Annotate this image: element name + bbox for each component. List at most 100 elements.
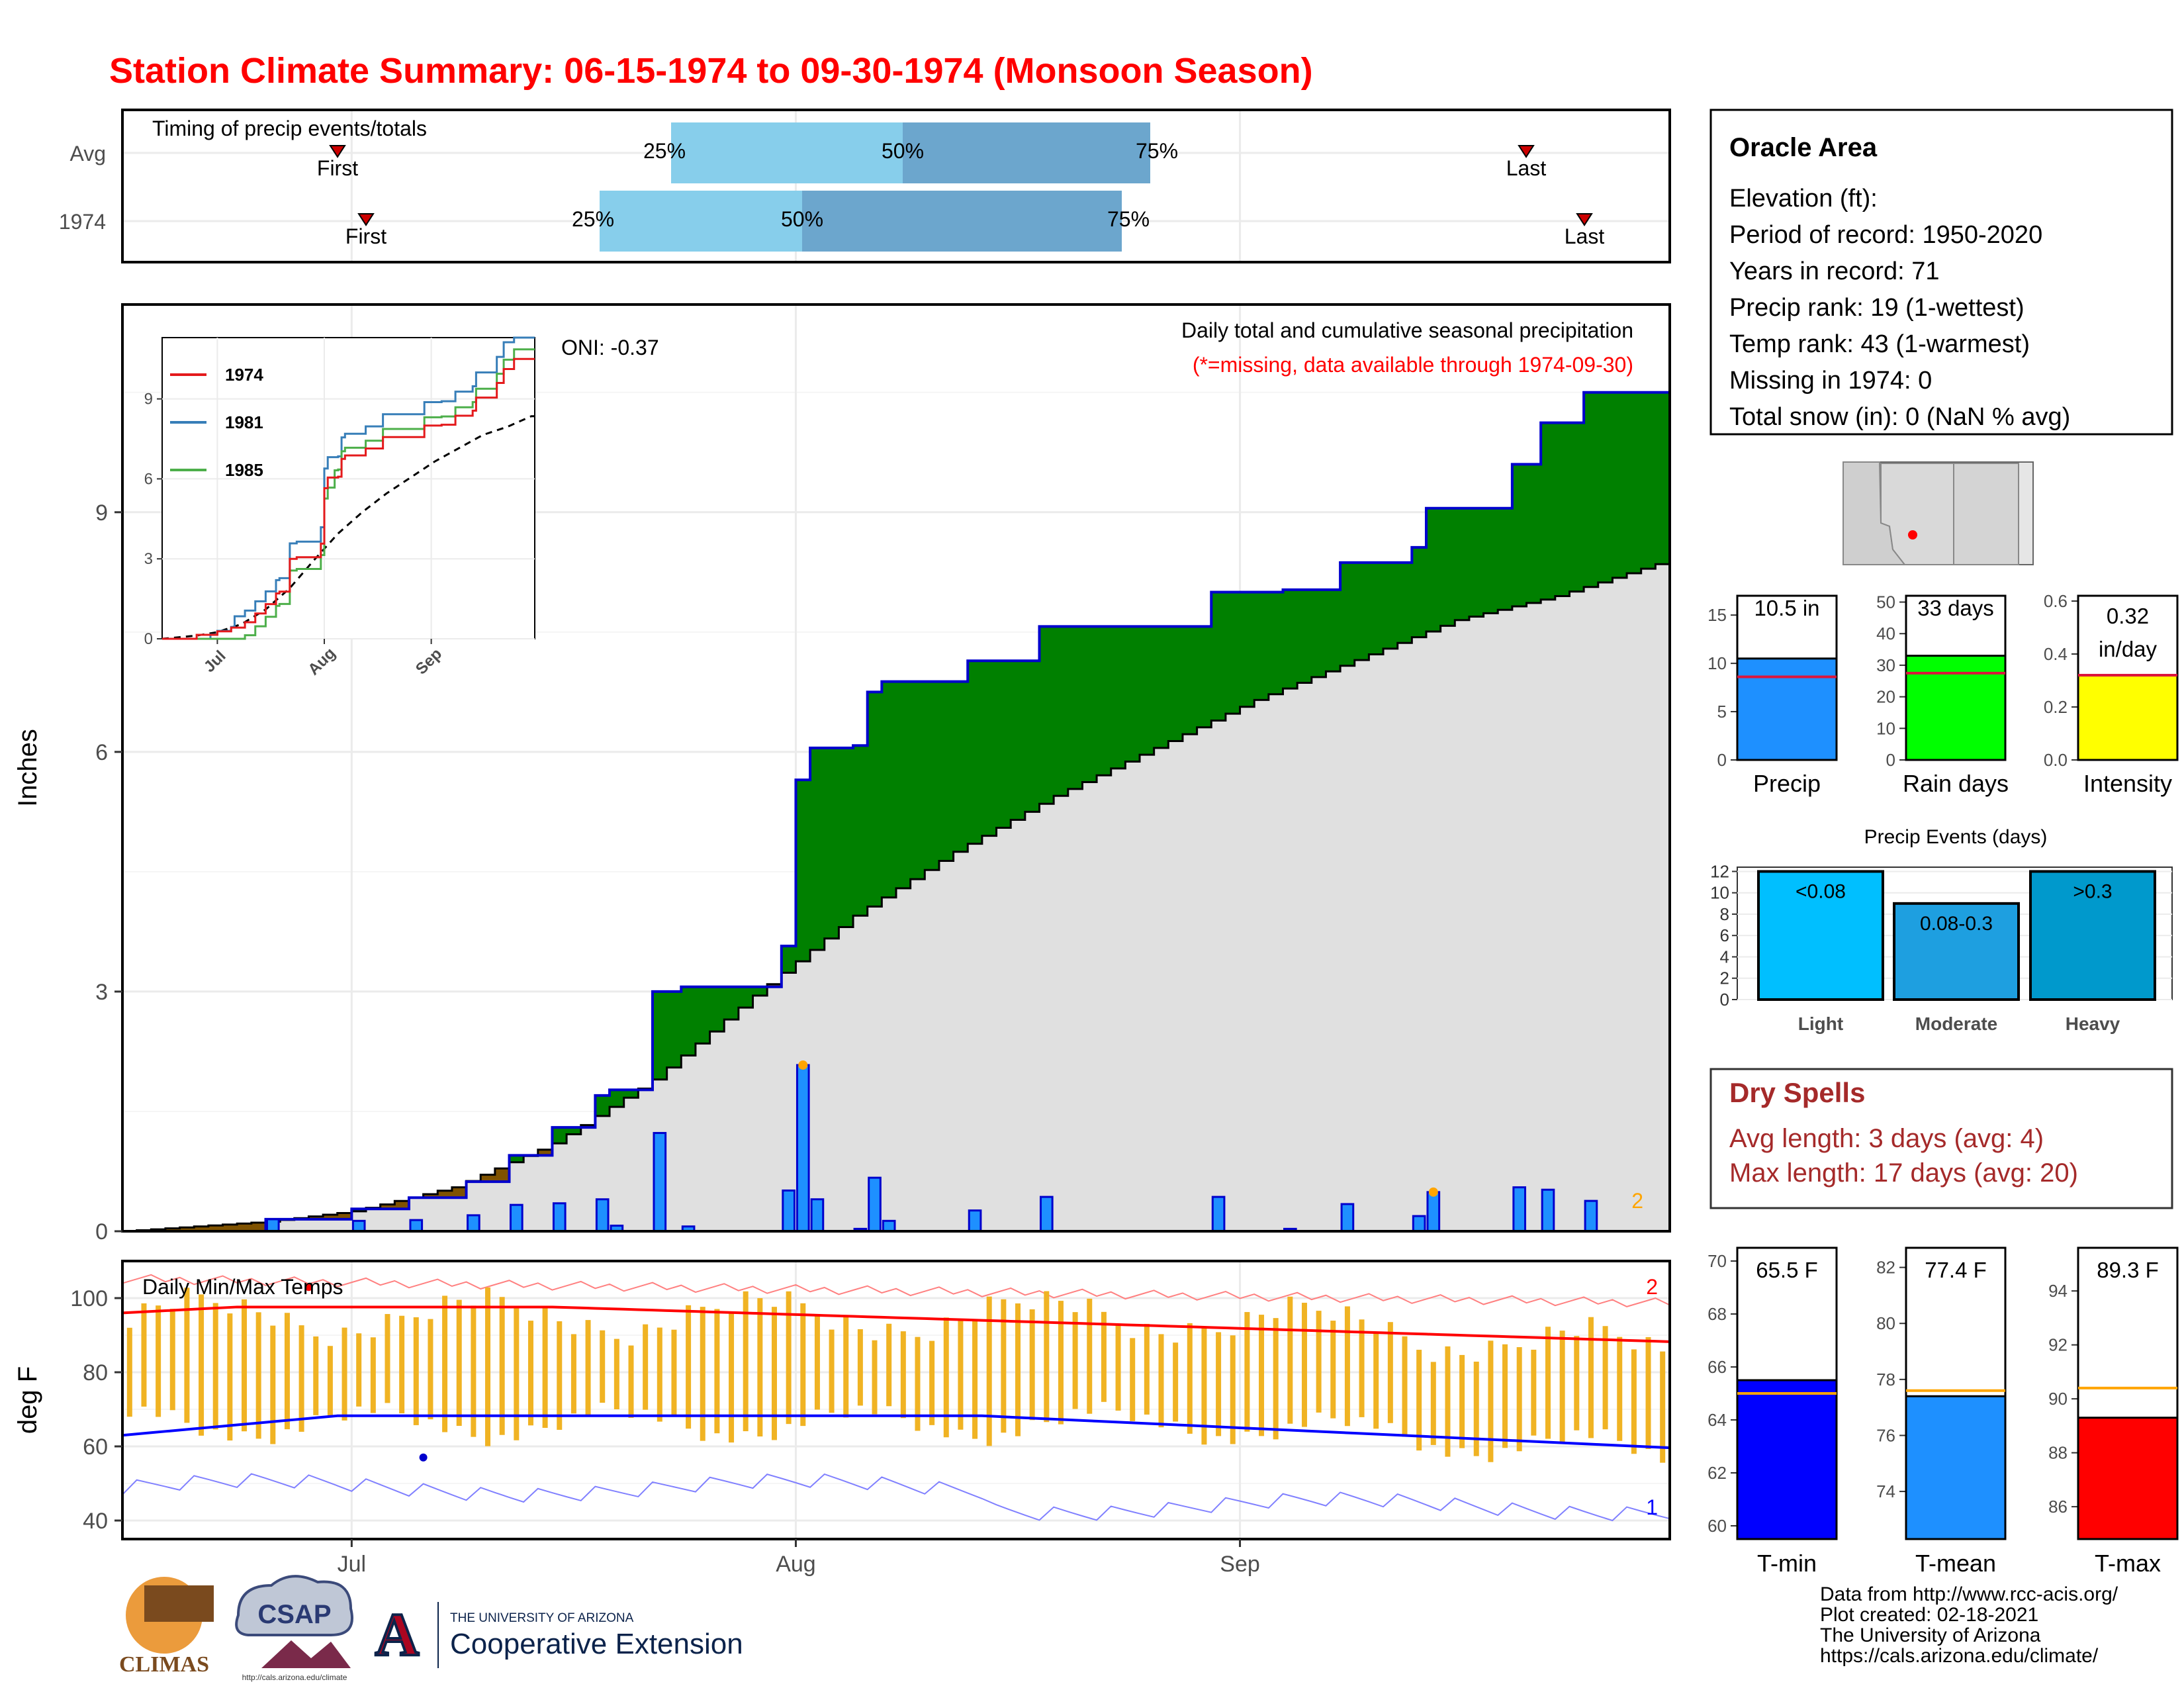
daily-temperature-range-bar (471, 1305, 477, 1437)
inset-average-line (161, 415, 535, 640)
daily-temperature-range-bar (1173, 1342, 1179, 1422)
ua-cooperative-extension: Cooperative Extension (450, 1628, 743, 1660)
events-bar-range-label: 0.08-0.3 (1920, 913, 1993, 935)
timing-bar-50-75 (802, 191, 1122, 252)
daily-precip-bar (882, 1219, 896, 1233)
above-average-area (681, 986, 696, 1056)
dry-spells-max-length: Max length: 17 days (avg: 20) (1729, 1158, 2078, 1188)
below-average-area (480, 1174, 496, 1182)
x-tick-label: Jul (338, 1552, 366, 1577)
inset-legend-label: 1974 (225, 365, 263, 385)
daily-temperature-range-bar (1244, 1312, 1250, 1432)
inset-y-tick-label: 6 (144, 470, 153, 488)
above-average-area (1011, 661, 1026, 820)
daily-temperature-range-bar (1488, 1340, 1494, 1462)
mini-bar-y-tick-label: 0.6 (2044, 591, 2068, 611)
temperature-corner-bottom: 1 (1646, 1495, 1658, 1519)
above-average-area (1068, 626, 1083, 789)
station-detail-line: Years in record: 71 (1729, 258, 1940, 285)
above-average-area (1211, 592, 1226, 721)
daily-precip-bar (1039, 1196, 1054, 1233)
daily-precip-bar (510, 1203, 523, 1233)
above-average-area (1598, 392, 1614, 583)
temp-bar-y-tick-label: 80 (1876, 1313, 1895, 1333)
above-average-area (623, 1090, 639, 1098)
daily-precip-bar (552, 1202, 567, 1233)
ua-small-text: THE UNIVERSITY OF ARIZONA (450, 1611, 634, 1625)
ua-letter-icon: A (375, 1601, 419, 1668)
daily-temperature-range-bar (1459, 1354, 1465, 1448)
daily-temperature-range-bar (943, 1317, 949, 1438)
precip-cumulative-areas (122, 391, 1670, 1233)
daily-precip-bar (1541, 1188, 1555, 1233)
daily-temperature-range-bar (1029, 1309, 1035, 1421)
precip-panel: 0 3 6 9 Inches Daily total and cumulative s… (13, 303, 1671, 1244)
daily-temperature-range-bar (829, 1329, 835, 1413)
below-average-area (537, 1149, 553, 1156)
dry-spells-frame (1709, 1068, 2173, 1209)
above-average-area (896, 681, 911, 888)
daily-temperature-range-bar (1344, 1306, 1350, 1427)
daily-temperature-range-bar (570, 1334, 576, 1414)
temp-bar-y-tick-label: 82 (1876, 1258, 1895, 1278)
above-average-area (1182, 626, 1198, 735)
above-average-area (824, 747, 840, 939)
daily-temperature-range-bar (700, 1307, 705, 1441)
above-average-area (610, 1090, 625, 1107)
above-average-area (1240, 592, 1255, 707)
daily-temperature-range-bar (628, 1345, 634, 1418)
mini-bar-y-tick-label: 0.4 (2044, 644, 2068, 664)
daily-temperature-range-bar (1187, 1323, 1193, 1434)
above-average-area (1655, 392, 1670, 565)
mini-bar-value (1736, 657, 1838, 761)
station-location-marker (1908, 530, 1917, 539)
mini-bar-y-tick-label: 30 (1876, 655, 1895, 675)
mini-bar-y-tick-label: 15 (1707, 605, 1727, 625)
daily-temperature-range-bar (814, 1316, 820, 1410)
daily-precip-bar (810, 1198, 825, 1233)
timing-label: Timing of precip events/totals (152, 117, 427, 140)
csap-url: http://cals.arizona.edu/climate (242, 1673, 347, 1682)
above-average-area (1641, 392, 1656, 569)
daily-precip-bar (868, 1176, 882, 1233)
below-average-area (179, 1227, 195, 1231)
above-average-area (1627, 392, 1642, 574)
daily-temperature-range-bar (1574, 1336, 1580, 1430)
inset-y-tick-label: 3 (144, 550, 153, 568)
temperature-series (122, 1274, 1670, 1522)
mini-bar-y-tick-label: 10 (1876, 718, 1895, 738)
footer-line-created: Plot created: 02-18-2021 (1820, 1604, 2038, 1626)
x-tick-label: Sep (1220, 1552, 1260, 1577)
temperature-label: Daily Min/Max Temps (142, 1275, 343, 1299)
above-average-area (1584, 392, 1599, 587)
daily-temperature-range-bar (227, 1313, 233, 1441)
above-average-area (867, 692, 882, 907)
mini-bar-y-tick-label: 40 (1876, 624, 1895, 643)
daily-temperature-range-bar (1301, 1303, 1307, 1427)
events-bar-range-label: <0.08 (1796, 880, 1846, 902)
station-detail-line: Missing in 1974: 0 (1729, 367, 1932, 395)
precip-corner-count: 2 (1631, 1189, 1643, 1213)
daily-precip-bar (796, 1064, 810, 1233)
daily-temperature-range-bar (1158, 1334, 1164, 1428)
mini-bar-y-tick-label: 10 (1707, 653, 1727, 673)
daily-temperature-range-bar (1502, 1344, 1508, 1448)
last-event-label: Last (1565, 224, 1605, 248)
daily-temperature-range-bar (1602, 1326, 1608, 1430)
last-event-marker (1576, 213, 1593, 226)
below-average-area (323, 1215, 338, 1219)
daily-temperature-range-bar (126, 1327, 132, 1417)
temp-bar-value-label: 89.3 F (2097, 1258, 2159, 1282)
station-name: Oracle Area (1729, 133, 1878, 162)
daily-precip-bar (1512, 1186, 1527, 1233)
events-bar (2029, 870, 2156, 1002)
csap-logo: CSAP http://cals.arizona.edu/climate (235, 1575, 353, 1682)
above-average-area (1383, 562, 1398, 649)
above-average-area (1340, 562, 1355, 666)
temp-bar-y-tick-label: 68 (1707, 1304, 1727, 1324)
daily-temperature-range-bar (958, 1319, 964, 1430)
temperature-summary-bars: 60 62 64 66 68 70 65.5 F T-min 74 76 78 80 82 77.4 F T… (1707, 1246, 2179, 1577)
last-event-label: Last (1506, 156, 1547, 180)
above-average-area (652, 991, 668, 1080)
timing-bars: 25% 50% 75% First Last 25% 50% 75% First Last (317, 122, 1604, 252)
